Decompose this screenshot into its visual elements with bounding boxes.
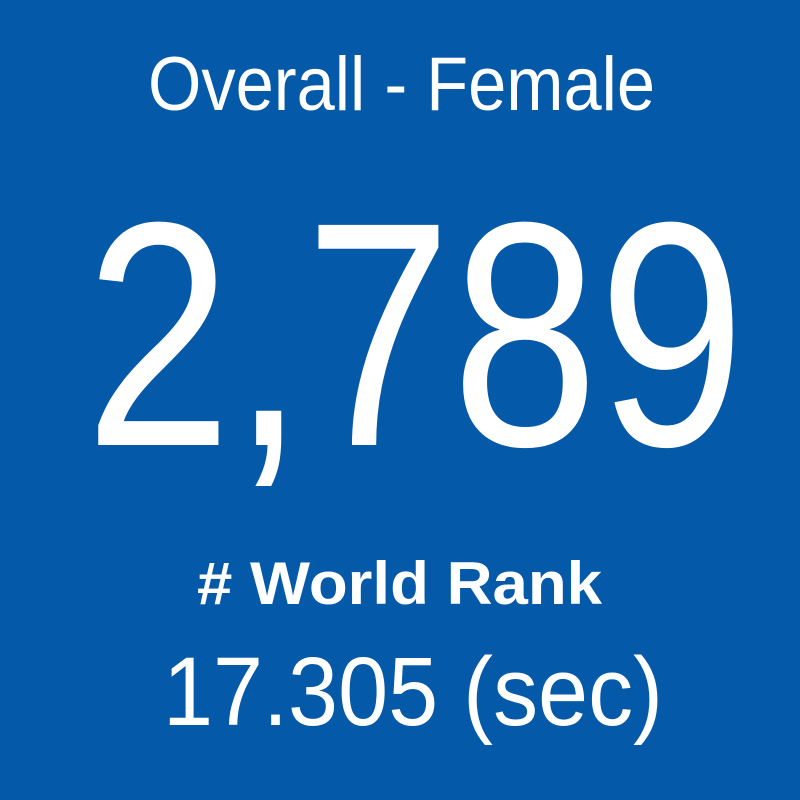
tile-title: Overall - Female xyxy=(148,42,655,127)
tile-label: # World Rank xyxy=(197,550,603,617)
tile-value: 2,789 xyxy=(85,155,745,513)
tile-time: 17.305 (sec) xyxy=(163,637,663,746)
